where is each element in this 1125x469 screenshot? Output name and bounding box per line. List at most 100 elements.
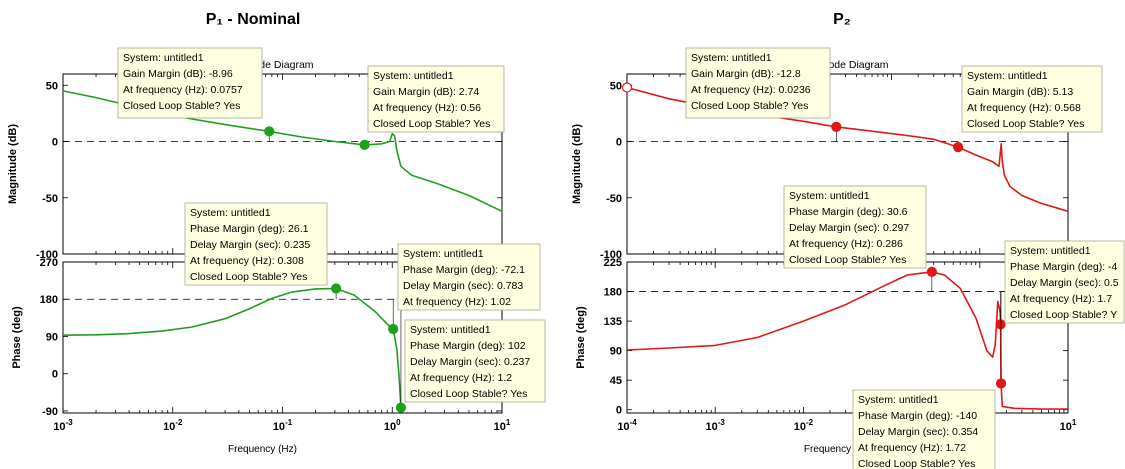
x-tick-label: 10-2 <box>794 418 814 433</box>
y-tick-label: 0 <box>616 405 622 417</box>
x-tick-label: 10-2 <box>163 418 183 433</box>
datatip-line: At frequency (Hz): 1.02 <box>403 296 511 308</box>
y-tick-label: 270 <box>40 257 58 269</box>
datatip-line: Closed Loop Stable? Yes <box>789 254 906 266</box>
data-marker <box>331 283 342 294</box>
datatip-2: System: untitled1 Gain Margin (dB): 5.13 A… <box>961 65 1103 133</box>
y-tick-label: 0 <box>52 369 58 381</box>
chart-title: P₁ - Nominal <box>206 11 301 28</box>
datatip-line: System: untitled1 <box>1010 245 1091 257</box>
datatip-line: Closed Loop Stable? Yes <box>858 458 975 469</box>
datatip-line: At frequency (Hz): 0.286 <box>789 238 903 250</box>
x-tick-label: 101 <box>494 418 511 433</box>
x-tick-label: 101 <box>1060 418 1077 433</box>
datatip-line: At frequency (Hz): 0.568 <box>967 102 1081 114</box>
y-tick-label: 50 <box>46 80 58 92</box>
datatip-box <box>184 202 328 286</box>
datatip-line: At frequency (Hz): 0.0236 <box>691 84 811 96</box>
datatip-line: System: untitled1 <box>410 324 491 336</box>
datatip-box <box>404 319 546 403</box>
chart-2: P₂ 50 0 -50 -100 Magnitude (dB) 225 180 135 90 45 0… <box>571 11 1125 469</box>
datatip-line: Delay Margin (sec): 0.783 <box>403 280 523 292</box>
x-tick-label: 10-4 <box>617 418 637 433</box>
datatip-line: System: untitled1 <box>691 52 772 64</box>
datatip-1: System: untitled1 Gain Margin (dB): -12.8… <box>685 47 831 119</box>
y-tick-label: 0 <box>616 137 622 149</box>
y-tick-label: 225 <box>604 257 622 269</box>
datatip-5: System: untitled1 Phase Margin (deg): -14… <box>852 389 996 469</box>
y-axis-label: Phase (deg) <box>575 306 587 369</box>
phase-plot: 270 180 90 0 -90 Phase (deg) <box>11 257 503 418</box>
datatip-line: Delay Margin (sec): 0.237 <box>410 356 530 368</box>
datatip-line: Closed Loop Stable? Yes <box>410 388 527 400</box>
data-marker <box>953 142 964 153</box>
datatip-box <box>961 65 1103 133</box>
datatip-line: Phase Margin (deg): -140 <box>858 410 977 422</box>
y-tick-label: -50 <box>606 193 622 205</box>
y-axis-label: Magnitude (dB) <box>7 124 19 204</box>
datatip-box <box>852 389 996 469</box>
datatip-line: Closed Loop Stable? Yes <box>190 271 307 283</box>
y-tick-label: -100 <box>36 249 58 261</box>
datatip-line: System: untitled1 <box>190 207 271 219</box>
datatip-line: Gain Margin (dB): 2.74 <box>373 86 479 98</box>
series-line <box>62 287 405 409</box>
datatip-line: System: untitled1 <box>789 190 870 202</box>
datatip-line: At frequency (Hz): 0.0757 <box>123 84 243 96</box>
datatip-3: System: untitled1 Phase Margin (deg): 30.… <box>783 185 927 269</box>
y-tick-label: 0 <box>52 137 58 149</box>
x-tick-label: 10-1 <box>273 418 293 433</box>
datatip-line: At frequency (Hz): 1.72 <box>858 442 966 454</box>
x-tick-label: 100 <box>384 418 401 433</box>
datatip-4: System: untitled1 Phase Margin (deg): -4 D… <box>1004 240 1125 324</box>
datatip-line: Closed Loop Stable? Yes <box>967 118 1084 130</box>
magnitude-plot: 50 0 -50 -100 Magnitude (dB) <box>7 73 503 261</box>
y-tick-label: -50 <box>42 193 58 205</box>
datatip-5: System: untitled1 Phase Margin (deg): 102… <box>404 319 546 403</box>
data-marker <box>395 402 407 413</box>
datatip-line: Delay Margin (sec): 0.235 <box>190 239 310 251</box>
y-tick-label: 180 <box>40 294 58 306</box>
y-tick-label: 180 <box>604 287 622 299</box>
datatip-3: System: untitled1 Phase Margin (deg): 26.… <box>184 202 328 286</box>
datatip-line: Closed Loop Stable? Y <box>1010 309 1117 321</box>
datatip-box <box>783 185 927 269</box>
datatip-line: Closed Loop Stable? Yes <box>691 100 808 112</box>
datatip-line: At frequency (Hz): 0.56 <box>373 102 481 114</box>
datatip-line: System: untitled1 <box>967 70 1048 82</box>
y-tick-label: 135 <box>604 316 622 328</box>
datatip-line: System: untitled1 <box>858 394 939 406</box>
datatip-line: Phase Margin (deg): -4 <box>1010 261 1118 273</box>
y-tick-label: 90 <box>46 331 58 343</box>
datatip-line: Delay Margin (sec): 0.354 <box>858 426 978 438</box>
datatip-line: At frequency (Hz): 0.308 <box>190 255 304 267</box>
datatip-line: Closed Loop Stable? Yes <box>123 100 240 112</box>
datatip-box <box>367 65 505 133</box>
y-tick-label: 90 <box>610 346 622 358</box>
datatip-line: Gain Margin (dB): 5.13 <box>967 86 1073 98</box>
y-axis-label: Magnitude (dB) <box>571 124 583 204</box>
data-marker <box>995 378 1007 389</box>
data-marker <box>388 323 399 335</box>
datatip-line: Gain Margin (dB): -8.96 <box>123 68 233 80</box>
y-tick-label: 50 <box>610 80 622 92</box>
datatip-line: System: untitled1 <box>403 248 484 260</box>
datatip-line: Delay Margin (sec): 0.5 <box>1010 277 1119 289</box>
y-tick-label: -100 <box>600 249 622 261</box>
datatip-box <box>1004 240 1125 324</box>
datatip-box <box>117 47 263 119</box>
datatip-line: System: untitled1 <box>123 52 204 64</box>
datatip-line: Phase Margin (deg): 102 <box>410 340 526 352</box>
chart-title: P₂ <box>833 11 851 28</box>
x-axis-label: Frequency (Hz) <box>228 444 297 455</box>
x-axis-label: Frequency <box>804 444 851 455</box>
datatip-line: Phase Margin (deg): -72.1 <box>403 264 525 276</box>
data-marker <box>621 82 633 93</box>
datatip-line: At frequency (Hz): 1.7 <box>1010 293 1112 305</box>
datatip-1: System: untitled1 Gain Margin (dB): -8.96… <box>117 47 263 119</box>
bode-diagram-title: Bode Diagram <box>246 59 313 71</box>
y-axis-label: Phase (deg) <box>11 306 23 369</box>
datatip-box <box>397 243 541 311</box>
datatip-line: Delay Margin (sec): 0.297 <box>789 222 909 234</box>
